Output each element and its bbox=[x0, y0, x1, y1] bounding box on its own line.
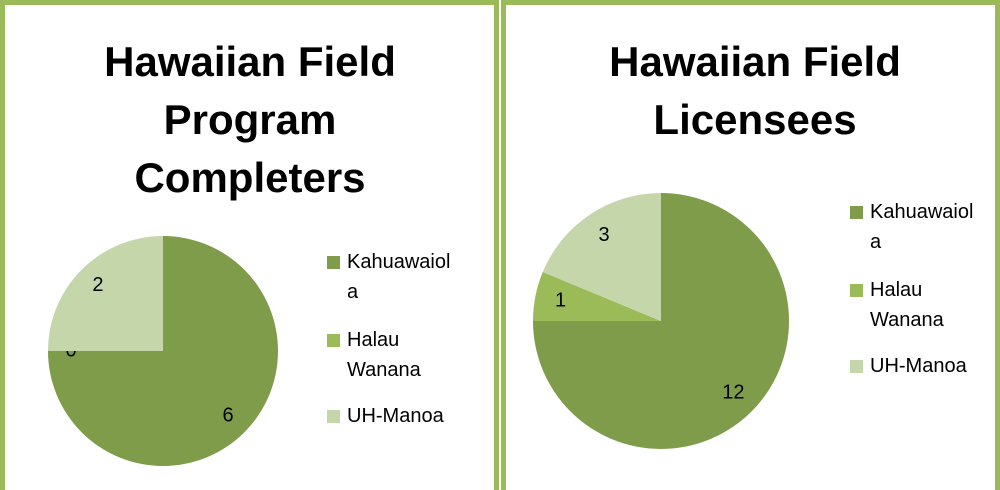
legend-label: Kahuawaiola bbox=[870, 201, 974, 253]
legend-swatch bbox=[327, 410, 340, 423]
panel bbox=[501, 0, 1000, 490]
pie-slice bbox=[48, 236, 163, 351]
legend-swatch bbox=[327, 334, 340, 347]
legend-swatch bbox=[327, 256, 340, 269]
legend-label: UH-Manoa bbox=[870, 355, 967, 377]
data-label: 1 bbox=[555, 289, 566, 311]
pie-slice bbox=[533, 272, 661, 321]
data-label: 12 bbox=[722, 382, 744, 404]
legend-label: Halau Wanana bbox=[870, 279, 944, 331]
legend-label: Halau Wanana bbox=[347, 329, 421, 381]
panel bbox=[0, 0, 499, 490]
chart-title: Hawaiian Field Licensees bbox=[609, 38, 901, 143]
pie-slice bbox=[542, 193, 661, 321]
legend-swatch bbox=[850, 284, 863, 297]
data-label: 2 bbox=[92, 274, 103, 296]
data-label: 6 bbox=[222, 404, 233, 426]
legend-swatch bbox=[850, 206, 863, 219]
legend-label: UH-Manoa bbox=[347, 405, 444, 427]
legend-swatch bbox=[850, 360, 863, 373]
legend-label: Kahuawaiola bbox=[347, 251, 451, 303]
data-label: 3 bbox=[599, 224, 610, 246]
chart-title: Hawaiian Field Program Completers bbox=[104, 38, 396, 201]
